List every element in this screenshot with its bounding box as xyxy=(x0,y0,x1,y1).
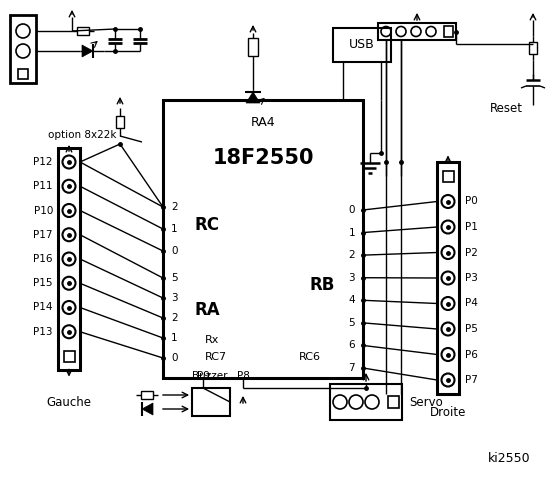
Text: P6: P6 xyxy=(465,349,478,360)
Bar xyxy=(192,388,230,416)
Text: P11: P11 xyxy=(34,181,53,191)
Text: 4: 4 xyxy=(348,295,355,305)
Text: P14: P14 xyxy=(34,302,53,312)
Text: Reset: Reset xyxy=(490,101,523,115)
Text: P2: P2 xyxy=(465,248,478,257)
Text: RC: RC xyxy=(195,216,220,234)
Text: 5: 5 xyxy=(171,273,178,283)
Polygon shape xyxy=(142,403,153,415)
Text: 1: 1 xyxy=(348,228,355,238)
Text: 6: 6 xyxy=(348,340,355,350)
Text: 3: 3 xyxy=(348,273,355,283)
Text: P1: P1 xyxy=(465,222,478,232)
Bar xyxy=(333,28,391,62)
Bar xyxy=(388,396,399,408)
Text: P5: P5 xyxy=(465,324,478,334)
Text: USB: USB xyxy=(349,38,375,51)
Text: 2: 2 xyxy=(348,250,355,260)
Text: Droite: Droite xyxy=(430,406,466,419)
Text: RC7: RC7 xyxy=(205,352,227,362)
Bar xyxy=(77,27,89,35)
Bar xyxy=(442,170,453,181)
Bar xyxy=(444,26,453,37)
Bar xyxy=(58,148,80,370)
Text: RC6: RC6 xyxy=(299,352,321,362)
Text: Rx: Rx xyxy=(205,335,220,345)
Bar xyxy=(10,15,36,83)
Text: RA4: RA4 xyxy=(251,116,275,129)
Bar xyxy=(378,23,456,40)
Text: Buzzer: Buzzer xyxy=(192,371,228,381)
Bar xyxy=(437,162,459,394)
Polygon shape xyxy=(82,45,93,57)
Text: P4: P4 xyxy=(465,299,478,309)
Bar xyxy=(18,69,28,79)
Bar xyxy=(141,391,153,399)
Bar xyxy=(330,384,402,420)
Text: option 8x22k: option 8x22k xyxy=(48,130,116,140)
Polygon shape xyxy=(246,92,260,103)
Text: 1: 1 xyxy=(171,333,178,343)
Text: P16: P16 xyxy=(34,254,53,264)
Text: 3: 3 xyxy=(171,293,178,303)
Text: Gauche: Gauche xyxy=(46,396,91,408)
Text: P13: P13 xyxy=(34,327,53,337)
Text: 0: 0 xyxy=(171,246,178,256)
Bar xyxy=(163,100,363,378)
Text: 0: 0 xyxy=(348,205,355,215)
Bar xyxy=(529,42,537,54)
Text: RB: RB xyxy=(310,276,335,294)
Text: ki2550: ki2550 xyxy=(488,452,531,465)
Text: P10: P10 xyxy=(34,205,53,216)
Bar xyxy=(248,38,258,56)
Text: P8: P8 xyxy=(237,371,249,381)
Text: P15: P15 xyxy=(34,278,53,288)
Bar xyxy=(64,350,75,361)
Text: 1: 1 xyxy=(171,224,178,234)
Text: RA: RA xyxy=(195,301,221,319)
Text: Servo: Servo xyxy=(409,396,443,408)
Text: P12: P12 xyxy=(34,157,53,167)
Text: P9: P9 xyxy=(196,371,210,381)
Text: P17: P17 xyxy=(34,230,53,240)
Bar xyxy=(116,116,124,128)
Text: 7: 7 xyxy=(348,363,355,373)
Text: P3: P3 xyxy=(465,273,478,283)
Text: 2: 2 xyxy=(171,202,178,212)
Text: P7: P7 xyxy=(465,375,478,385)
Text: 18F2550: 18F2550 xyxy=(212,148,314,168)
Text: 5: 5 xyxy=(348,318,355,328)
Text: P0: P0 xyxy=(465,196,478,206)
Text: 0: 0 xyxy=(171,353,178,363)
Text: 2: 2 xyxy=(171,313,178,323)
